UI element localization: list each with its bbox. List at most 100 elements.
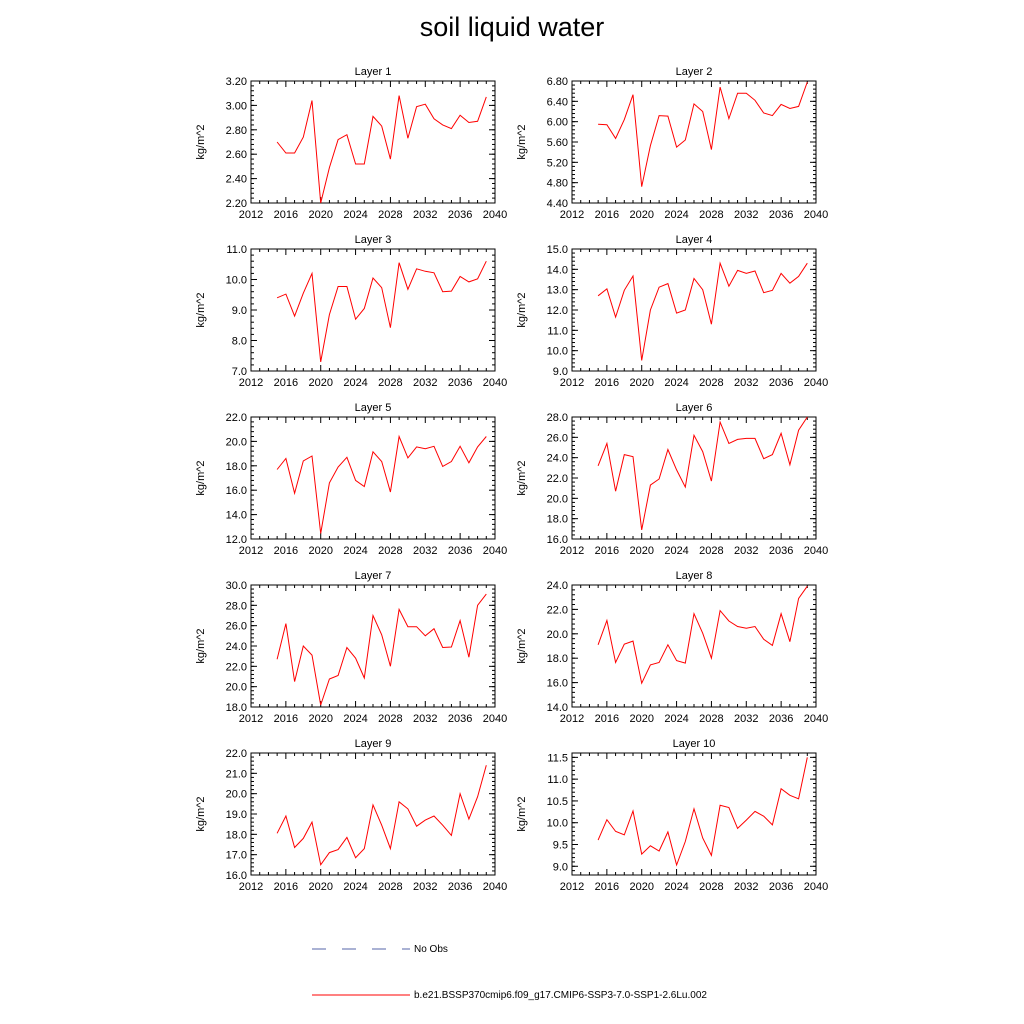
x-tick-label: 2040 <box>483 209 507 221</box>
legend-obs-label: No Obs <box>414 944 448 955</box>
x-tick-label: 2036 <box>769 377 793 389</box>
x-tick-label: 2032 <box>734 881 758 893</box>
x-tick-label: 2028 <box>699 881 723 893</box>
x-tick-label: 2020 <box>308 377 332 389</box>
x-tick-label: 2040 <box>804 713 828 725</box>
y-axis-label: kg/m^2 <box>516 628 528 663</box>
x-tick-label: 2016 <box>274 209 298 221</box>
x-tick-label: 2032 <box>734 377 758 389</box>
x-tick-label: 2024 <box>664 713 688 725</box>
plot-frame <box>571 248 817 372</box>
y-tick-label: 26.0 <box>226 621 247 633</box>
y-tick-label: 4.80 <box>547 178 568 190</box>
x-tick-label: 2028 <box>699 713 723 725</box>
x-tick-label: 2016 <box>274 377 298 389</box>
x-tick-label: 2016 <box>274 881 298 893</box>
chart-panel-8: Layer 8 kg/m^2 2012 2016 2020 2024 2028 2032 203… <box>516 570 828 725</box>
y-tick-label: 2.20 <box>226 198 247 210</box>
series-line <box>276 593 487 706</box>
panel-title: Layer 4 <box>676 234 713 246</box>
x-tick-label: 2036 <box>448 377 472 389</box>
x-tick-label: 2028 <box>378 713 402 725</box>
y-tick-label: 4.40 <box>547 198 568 210</box>
y-tick-label: 20.0 <box>547 629 568 641</box>
y-tick-label: 18.0 <box>547 653 568 665</box>
y-tick-label: 9.5 <box>553 840 568 852</box>
x-tick-label: 2016 <box>595 881 619 893</box>
x-tick-label: 2024 <box>343 713 367 725</box>
x-tick-label: 2032 <box>734 545 758 557</box>
x-tick-label: 2016 <box>595 545 619 557</box>
x-tick-label: 2012 <box>239 209 263 221</box>
x-tick-label: 2032 <box>734 209 758 221</box>
y-tick-label: 20.0 <box>226 789 247 801</box>
plot-frame <box>250 416 496 540</box>
x-tick-label: 2028 <box>378 881 402 893</box>
x-tick-label: 2020 <box>308 881 332 893</box>
x-tick-label: 2024 <box>664 377 688 389</box>
y-axis-label: kg/m^2 <box>516 292 528 327</box>
x-tick-label: 2016 <box>595 209 619 221</box>
x-tick-label: 2024 <box>343 881 367 893</box>
x-tick-label: 2016 <box>274 713 298 725</box>
y-tick-label: 16.0 <box>226 870 247 882</box>
y-tick-label: 16.0 <box>547 534 568 546</box>
y-tick-label: 3.00 <box>226 100 247 112</box>
chart-panel-7: Layer 7 kg/m^2 2012 2016 2020 2024 2028 2032 203… <box>195 570 507 725</box>
plot-frame <box>250 584 496 708</box>
y-tick-label: 24.0 <box>547 453 568 465</box>
x-tick-label: 2020 <box>308 713 332 725</box>
y-tick-label: 9.0 <box>553 861 568 873</box>
y-tick-label: 2.40 <box>226 174 247 186</box>
y-tick-label: 2.80 <box>226 125 247 137</box>
x-tick-label: 2012 <box>560 881 584 893</box>
y-axis-label: kg/m^2 <box>195 292 207 327</box>
panel-title: Layer 8 <box>676 570 713 582</box>
y-tick-label: 14.0 <box>226 510 247 522</box>
x-tick-label: 2024 <box>343 545 367 557</box>
panel-title: Layer 5 <box>355 402 392 414</box>
chart-panel-2: Layer 2 kg/m^2 2012 2016 2020 2024 2028 2032 203… <box>516 66 828 221</box>
x-tick-label: 2036 <box>769 545 793 557</box>
x-tick-label: 2040 <box>483 881 507 893</box>
plot-frame <box>250 752 496 876</box>
y-tick-label: 22.0 <box>226 412 247 424</box>
y-tick-label: 22.0 <box>226 748 247 760</box>
panel-title: Layer 7 <box>355 570 392 582</box>
y-tick-label: 14.0 <box>547 702 568 714</box>
y-tick-label: 12.0 <box>226 534 247 546</box>
y-tick-label: 30.0 <box>226 580 247 592</box>
x-tick-label: 2040 <box>483 545 507 557</box>
y-tick-label: 18.0 <box>547 514 568 526</box>
panel-title: Layer 2 <box>676 66 713 78</box>
y-tick-label: 19.0 <box>226 809 247 821</box>
series-line <box>597 416 808 530</box>
x-tick-label: 2028 <box>699 209 723 221</box>
x-tick-label: 2032 <box>413 377 437 389</box>
y-tick-label: 5.20 <box>547 157 568 169</box>
x-tick-label: 2016 <box>274 545 298 557</box>
y-tick-label: 28.0 <box>226 600 247 612</box>
series-line <box>597 261 808 361</box>
x-tick-label: 2020 <box>308 209 332 221</box>
x-tick-label: 2040 <box>804 377 828 389</box>
y-tick-label: 8.0 <box>232 336 247 348</box>
x-tick-label: 2032 <box>413 881 437 893</box>
y-tick-label: 9.0 <box>232 305 247 317</box>
x-tick-label: 2036 <box>448 545 472 557</box>
y-axis-label: kg/m^2 <box>195 628 207 663</box>
y-tick-label: 22.0 <box>547 604 568 616</box>
y-tick-label: 9.0 <box>553 366 568 378</box>
chart-panel-6: Layer 6 kg/m^2 2012 2016 2020 2024 2028 2032 203… <box>516 402 828 557</box>
x-tick-label: 2040 <box>804 209 828 221</box>
x-tick-label: 2016 <box>595 377 619 389</box>
y-tick-label: 11.0 <box>547 774 568 786</box>
y-tick-label: 18.0 <box>226 829 247 841</box>
x-tick-label: 2036 <box>448 713 472 725</box>
series-line <box>598 81 808 187</box>
y-tick-label: 16.0 <box>226 485 247 497</box>
y-tick-label: 16.0 <box>547 678 568 690</box>
x-tick-label: 2016 <box>595 713 619 725</box>
x-tick-label: 2012 <box>560 545 584 557</box>
